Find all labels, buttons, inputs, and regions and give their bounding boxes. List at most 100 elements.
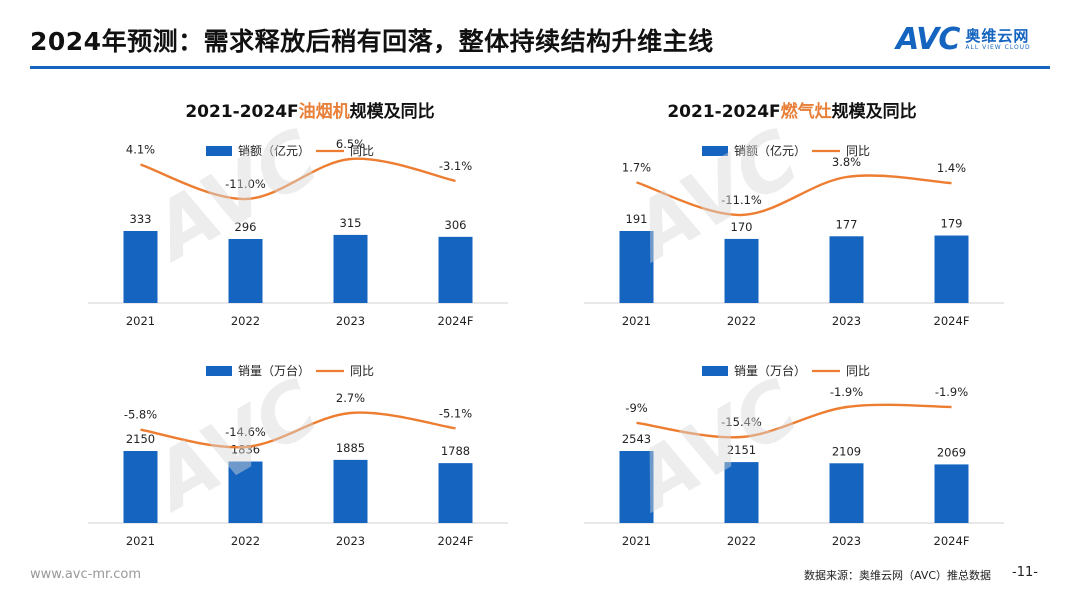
- x-tick-label: 2021: [622, 534, 651, 548]
- yoy-value-label: 3.8%: [832, 155, 861, 169]
- x-tick-label: 2023: [336, 314, 365, 328]
- legend-line-label: 同比: [846, 364, 870, 378]
- range-hood-volume-chart: 销量（万台） 同比21502021183620221885202317882024…: [88, 363, 508, 548]
- bar-2021: [619, 451, 654, 523]
- x-tick-label: 2024F: [934, 314, 970, 328]
- website-url: www.avc-mr.com: [30, 567, 142, 582]
- bar-value-label: 1788: [441, 444, 470, 458]
- legend-bar-swatch: [206, 366, 232, 376]
- bar-2022: [228, 461, 263, 523]
- bar-value-label: 306: [445, 218, 467, 232]
- range-hood-chart-title: 2021-2024F油烟机规模及同比: [90, 97, 530, 122]
- x-tick-label: 2024F: [438, 534, 474, 548]
- yoy-value-label: -15.4%: [721, 415, 762, 429]
- bar-value-label: 333: [130, 212, 152, 226]
- legend-bar-label: 销量（万台）: [734, 363, 806, 378]
- x-tick-label: 2023: [832, 314, 861, 328]
- chart-legend: 销额（亿元） 同比: [702, 143, 870, 158]
- logo-text: 奥维云网 ALL VIEW CLOUD: [965, 28, 1030, 51]
- bar-2022: [724, 462, 759, 523]
- legend-line-label: 同比: [846, 144, 870, 158]
- bar-value-label: 296: [235, 220, 257, 234]
- bar-2022: [724, 238, 759, 303]
- gas-stove-volume-chart: 销量（万台） 同比 2543 2021 2151 2022 2109 2023 2069 2024…: [584, 363, 1004, 548]
- range-hood-sales-chart: 销额（亿元） 同比 333 2021 296 2022 315 2023 306 2024F 4.1…: [88, 137, 508, 328]
- yoy-line: [140, 411, 456, 449]
- chart-title-suffix: 规模及同比: [831, 102, 917, 122]
- yoy-value-label: -11.1%: [721, 193, 762, 207]
- x-tick-label: 2022: [727, 314, 756, 328]
- x-tick-label: 2023: [832, 534, 861, 548]
- bar-value-label: 2543: [622, 432, 651, 446]
- yoy-value-label: -11.0%: [225, 177, 266, 191]
- x-tick-label: 2021: [126, 314, 155, 328]
- x-tick-label: 2023: [336, 534, 365, 548]
- yoy-line: [140, 157, 456, 201]
- avc-logo: AVC 奥维云网 ALL VIEW CLOUD: [896, 21, 1031, 57]
- bar-value-label: 191: [626, 212, 648, 226]
- bar-2021: [123, 231, 158, 303]
- legend-bar-label: 销量（万台）: [238, 363, 310, 378]
- x-tick-label: 2022: [727, 534, 756, 548]
- chart-legend: 销量（万台） 同比: [206, 363, 374, 378]
- x-tick-label: 2021: [126, 534, 155, 548]
- x-tick-label: 2024F: [438, 314, 474, 328]
- bar-value-label: 177: [836, 217, 858, 231]
- gas-stove-sales-chart: 销额（亿元） 同比 191 2021 170 2022 177 2023 179 2024F 1.7…: [584, 143, 1004, 328]
- yoy-value-label: 1.4%: [937, 161, 966, 175]
- yoy-value-label: -14.6%: [225, 425, 266, 439]
- bar-2024F: [934, 464, 969, 523]
- page-number: -11-: [1012, 565, 1038, 580]
- title-divider: [30, 66, 1050, 69]
- logo-mark: AVC: [896, 21, 960, 57]
- chart-title-highlight: 油烟机: [298, 102, 350, 122]
- yoy-line: [636, 174, 952, 217]
- chart-title-highlight: 燃气灶: [780, 102, 832, 122]
- legend-bar-swatch: [702, 146, 728, 156]
- yoy-value-label: 1.7%: [622, 160, 651, 174]
- logo-en: ALL VIEW CLOUD: [965, 43, 1031, 51]
- yoy-value-label: 4.1%: [126, 142, 155, 156]
- bar-value-label: 1885: [336, 441, 365, 455]
- x-tick-label: 2022: [231, 314, 260, 328]
- logo-cn: 奥维云网: [965, 26, 1030, 45]
- bar-value-label: 179: [941, 217, 963, 231]
- data-source-note: 数据来源：奥维云网（AVC）推总数据: [804, 569, 992, 582]
- bar-2023: [829, 236, 864, 303]
- yoy-value-label: -3.1%: [439, 159, 472, 173]
- bar-2024F: [438, 463, 473, 523]
- bar-value-label: 2150: [126, 432, 155, 446]
- x-tick-label: 2024F: [934, 534, 970, 548]
- bar-value-label: 2109: [832, 444, 861, 458]
- x-tick-label: 2022: [231, 534, 260, 548]
- bar-value-label: 170: [731, 220, 753, 234]
- legend-bar-swatch: [206, 146, 232, 156]
- yoy-line: [636, 403, 952, 439]
- legend-line-label: 同比: [350, 144, 374, 158]
- yoy-value-label: 6.5%: [336, 137, 365, 151]
- yoy-value-label: -5.8%: [124, 408, 157, 422]
- legend-bar-label: 销额（亿元）: [734, 143, 806, 158]
- bar-2023: [333, 234, 368, 303]
- legend-line-label: 同比: [350, 364, 374, 378]
- bar-2021: [619, 231, 654, 303]
- chart-legend: 销量（万台） 同比: [702, 363, 870, 378]
- yoy-value-label: -5.1%: [439, 406, 472, 420]
- bar-2021: [123, 451, 158, 523]
- page-title: 2024年预测：需求释放后稍有回落，整体持续结构升维主线: [30, 27, 714, 56]
- chart-legend: 销额（亿元） 同比: [206, 143, 374, 158]
- bar-value-label: 2151: [727, 443, 756, 457]
- bar-value-label: 315: [340, 216, 362, 230]
- yoy-value-label: 2.7%: [336, 391, 365, 405]
- bar-2022: [228, 239, 263, 303]
- gas-stove-chart-title: 2021-2024F燃气灶规模及同比: [572, 97, 1012, 122]
- x-tick-label: 2021: [622, 314, 651, 328]
- legend-bar-swatch: [702, 366, 728, 376]
- yoy-value-label: -1.9%: [830, 385, 863, 399]
- bar-2023: [333, 459, 368, 523]
- yoy-value-label: -1.9%: [935, 385, 968, 399]
- bar-value-label: 2069: [937, 445, 966, 459]
- bar-2024F: [934, 235, 969, 303]
- chart-title-suffix: 规模及同比: [349, 102, 435, 122]
- bar-2024F: [438, 236, 473, 303]
